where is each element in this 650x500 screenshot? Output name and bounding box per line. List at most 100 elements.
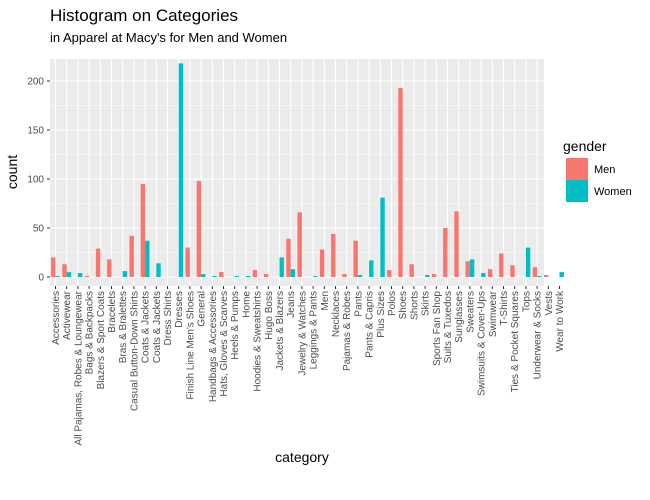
x-tick-label: General (197, 291, 208, 327)
y-tick-label: 150 (27, 126, 44, 137)
bar-men (342, 274, 347, 277)
bar-women (279, 257, 284, 277)
bar-men (331, 233, 336, 277)
bar-women (290, 269, 296, 277)
bar-women (481, 273, 486, 277)
bar-men (532, 267, 538, 277)
x-tick-label: Necklaces (331, 291, 342, 337)
bar-men (353, 240, 358, 277)
bar-men (129, 235, 134, 277)
bar-women (313, 276, 318, 277)
bar-men (297, 212, 302, 277)
bar-women (245, 276, 251, 277)
x-tick-label: Plus Sizes (376, 291, 387, 338)
x-tick-label: Bracelets (107, 291, 118, 333)
x-tick-label: Pants (353, 291, 364, 317)
bar-women (77, 273, 83, 277)
x-tick-label: Home (241, 291, 252, 318)
bar-men (107, 259, 112, 277)
x-tick-label: Coats & Jackets (141, 291, 152, 363)
bar-men (319, 249, 325, 277)
bar-men (387, 270, 392, 277)
legend: gender Men Women (563, 138, 632, 202)
chart-title: Histogram on Categories (50, 6, 238, 25)
y-tick-label: 200 (27, 77, 44, 88)
bar-men (465, 261, 470, 277)
bar-men (443, 228, 448, 277)
x-tick-label: Pants & Capris (365, 291, 376, 358)
bar-women (178, 63, 184, 277)
x-tick-label: Finish Line Men's Shoes (185, 291, 196, 400)
x-tick-label: Sports Fan Shop (432, 291, 443, 366)
bar-women (525, 247, 531, 277)
bar-women (55, 276, 60, 277)
bar-women (201, 274, 206, 277)
bar-men (252, 270, 258, 277)
bar-men (454, 211, 459, 277)
bar-men (62, 264, 67, 277)
y-axis-title: count (4, 155, 20, 189)
bar-men (487, 269, 493, 277)
bar-men (510, 265, 515, 277)
x-tick-label: Swimwear (488, 290, 499, 337)
x-tick-label: Wear to Work (555, 290, 566, 352)
bar-men (95, 248, 101, 277)
bar-men (431, 274, 437, 277)
legend-title: gender (563, 138, 607, 154)
x-tick-label: Underwear & Socks (533, 291, 544, 379)
bar-men (286, 238, 291, 277)
x-tick-label: Polos (387, 291, 398, 316)
x-axis: Accessories Activewear All Pajamas, Robes … (51, 286, 566, 446)
bar-women (234, 276, 240, 277)
x-tick-label: Swimsuits & Cover-Ups (477, 291, 488, 396)
bar-women (559, 272, 564, 277)
bar-men (196, 180, 202, 277)
x-tick-label: Hoodies & Sweatshirts (253, 291, 264, 392)
x-tick-label: Shoes (398, 291, 409, 319)
x-tick-label: Vests (544, 291, 555, 315)
bar-women (145, 240, 150, 277)
bar-men (398, 87, 403, 277)
bar-women (380, 197, 385, 277)
bar-women (156, 263, 161, 277)
x-tick-label: Suits & Tuxedos (443, 291, 454, 363)
bar-men (263, 274, 269, 277)
bar-men (84, 276, 90, 277)
x-tick-label: Shorts (409, 291, 420, 320)
bar-women (425, 275, 430, 277)
x-tick-label: All Pajamas, Robes & Loungewear (73, 290, 84, 445)
x-tick-label: Sweaters (465, 291, 476, 333)
x-tick-label: Blazers & Sport Coats (96, 291, 107, 389)
x-tick-label: Jackets & Blazers (275, 291, 286, 370)
bar-women (369, 260, 374, 277)
x-tick-label: Skirts (421, 291, 432, 316)
x-tick-label: Coats & Jackets (152, 291, 163, 363)
x-tick-label: Dresses (174, 291, 185, 328)
x-tick-label: Accessories (51, 291, 62, 345)
bar-women (66, 272, 72, 277)
x-tick-label: Pajamas & Robes (342, 291, 353, 371)
bar-men (219, 272, 224, 277)
bar-men (140, 183, 146, 277)
x-tick-label: Jeans (286, 291, 297, 318)
bars (51, 63, 564, 277)
x-tick-label: T-Shirts (499, 291, 510, 325)
bar-men (51, 257, 56, 277)
bar-women (469, 259, 475, 277)
y-axis: 0 50 100 150 200 (27, 77, 50, 284)
bar-women (357, 275, 363, 277)
y-tick-label: 100 (27, 175, 44, 186)
x-tick-label: Leggings & Pants (309, 291, 320, 369)
x-tick-label: Dress Shirts (163, 291, 174, 345)
y-tick-label: 50 (33, 224, 45, 235)
bar-men (185, 247, 190, 277)
legend-swatch-men (566, 158, 588, 180)
x-axis-title: category (275, 449, 329, 465)
legend-swatch-women (566, 180, 588, 202)
bar-men (499, 253, 504, 277)
chart-subtitle: in Apparel at Macy's for Men and Women (50, 30, 287, 45)
bar-men (543, 275, 549, 277)
legend-label-men: Men (594, 164, 615, 176)
bar-men (409, 264, 414, 277)
